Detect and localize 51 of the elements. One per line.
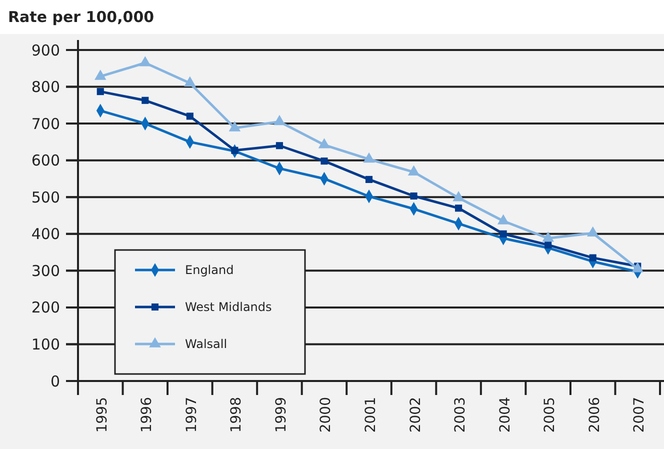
point [365, 176, 373, 183]
x-tick-label: 2002 [408, 397, 424, 433]
x-tick-label: 2001 [363, 397, 379, 433]
point [455, 204, 462, 212]
point [96, 88, 104, 96]
y-tick-label: 700 [31, 114, 60, 133]
x-tick-label: 2007 [632, 397, 648, 433]
legend-label: West Midlands [185, 300, 272, 314]
x-tick-label: 1997 [184, 397, 200, 433]
point [228, 121, 241, 132]
x-tick-label: 1998 [228, 397, 245, 433]
point [589, 254, 596, 262]
x-tick-label: 2006 [586, 396, 603, 433]
point [500, 230, 507, 238]
x-tick-label: 1995 [94, 397, 110, 433]
point [544, 241, 552, 248]
point [320, 158, 328, 165]
y-tick-label: 900 [31, 41, 60, 60]
legend-label: England [185, 263, 234, 278]
x-tick-label: 1999 [273, 397, 290, 433]
y-tick-label: 400 [31, 225, 60, 244]
y-tick-label: 800 [31, 78, 60, 96]
x-tick-label: 1996 [139, 396, 156, 433]
point [276, 142, 283, 150]
point [497, 214, 510, 224]
x-tick-label: 2000 [318, 397, 334, 433]
point [632, 262, 644, 272]
y-tick-label: 500 [31, 188, 60, 206]
point [452, 191, 464, 202]
y-tick-label: 300 [31, 262, 60, 280]
point [274, 114, 286, 126]
point [410, 192, 418, 200]
point [542, 232, 554, 242]
point [94, 70, 106, 80]
point [186, 112, 194, 120]
point [139, 56, 152, 66]
point [142, 96, 149, 104]
x-tick-label: 2003 [452, 397, 469, 433]
point [408, 165, 420, 176]
y-tick-label: 0 [50, 372, 60, 390]
y-axis-title: Rate per 100,000 [8, 8, 154, 26]
point [363, 152, 375, 163]
point [184, 76, 196, 86]
x-tick-label: 2005 [542, 397, 558, 433]
x-tick-label: 2004 [497, 396, 514, 433]
point [318, 138, 330, 148]
point [586, 226, 599, 237]
y-tick-label: 100 [31, 335, 60, 354]
y-tick-label: 600 [31, 152, 60, 170]
y-tick-label: 200 [31, 298, 60, 317]
legend-label: Walsall [185, 337, 228, 352]
